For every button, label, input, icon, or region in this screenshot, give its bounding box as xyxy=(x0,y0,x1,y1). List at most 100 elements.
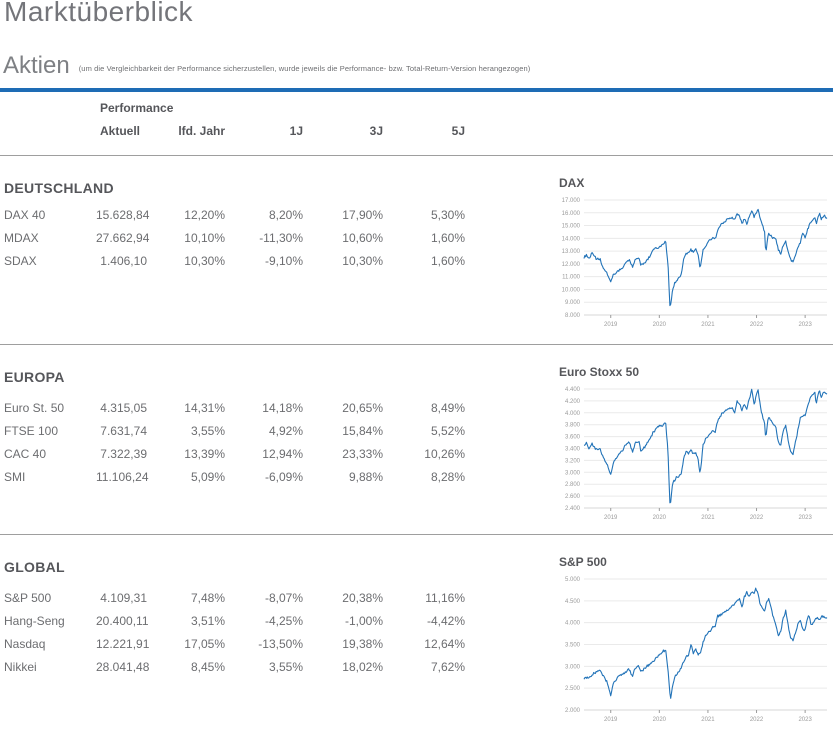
performance-group-header: Performance xyxy=(100,101,174,115)
line-chart: 17.000 16.000 15.000 14.000 13.000 12.000 11.0… xyxy=(562,198,828,328)
axis-tick-label: 3.400 xyxy=(565,447,581,453)
axis-tick-label: 16.000 xyxy=(562,211,581,217)
axis-tick-label: 5.000 xyxy=(565,577,581,583)
axis-tick-label: 10.000 xyxy=(562,287,581,293)
axis-tick-label: 17.000 xyxy=(562,198,581,204)
axis-tick-label: 2021 xyxy=(701,322,715,328)
axis-tick-label: 2.800 xyxy=(565,482,581,488)
axis-tick-label: 3.500 xyxy=(565,643,581,649)
table-row: FTSE 100 7.631,74 3,55% 4,92% 15,84% 5,52% xyxy=(0,419,470,442)
table-row: Nikkei 28.041,48 8,45% 3,55% 18,02% 7,62% xyxy=(0,655,470,678)
index-value: 12,20% xyxy=(184,207,225,222)
index-value: 17,90% xyxy=(342,207,383,222)
index-value: 9,88% xyxy=(348,469,383,484)
index-value: 27.662,94 xyxy=(96,230,150,245)
column-header-spacer xyxy=(0,124,96,138)
table-row: Nasdaq 12.221,91 17,05% -13,50% 19,38% 12,64% xyxy=(0,632,470,655)
axis-tick-label: 3.000 xyxy=(565,470,581,476)
index-value: 10,30% xyxy=(184,253,225,268)
index-value: 20,38% xyxy=(342,590,383,605)
table-row: Euro St. 50 4.315,05 14,31% 14,18% 20,65% 8,4… xyxy=(0,396,470,419)
axis-tick-label: 2.000 xyxy=(565,708,581,714)
chart-title: Euro Stoxx 50 xyxy=(559,365,640,379)
index-value: 1,60% xyxy=(430,253,465,268)
axis-tick-label: 4.400 xyxy=(565,387,581,393)
index-table-rows: S&P 500 4.109,31 7,48% -8,07% 20,38% 11,16% Ha… xyxy=(0,586,470,678)
index-table-rows: DAX 40 15.628,84 12,20% 8,20% 17,90% 5,30% MDA… xyxy=(0,203,470,272)
section-heading: GLOBAL xyxy=(4,559,65,575)
axis-tick-label: 13.000 xyxy=(562,249,581,255)
index-value: 4.315,05 xyxy=(100,400,147,415)
section-heading: DEUTSCHLAND xyxy=(4,180,114,196)
index-value: 7,48% xyxy=(190,590,225,605)
axis-tick-label: 3.200 xyxy=(565,458,581,464)
index-value: -8,07% xyxy=(264,590,303,605)
axis-tick-label: 3.800 xyxy=(565,423,581,429)
index-value: 3,55% xyxy=(190,423,225,438)
index-value: 8,28% xyxy=(430,469,465,484)
axis-tick-label: 2023 xyxy=(798,322,812,328)
price-line xyxy=(583,208,828,307)
index-value: 11,16% xyxy=(425,590,465,605)
index-value: 4.109,31 xyxy=(100,590,147,605)
index-value: 10,30% xyxy=(342,253,383,268)
line-chart: 4.400 4.200 4.000 3.800 3.600 3.400 3.200 3.000… xyxy=(565,387,828,521)
index-value: 4,92% xyxy=(268,423,303,438)
axis-tick-label: 2.400 xyxy=(565,506,581,512)
asset-class-subheader: Aktien (um die Vergleichbarkeit der Perf… xyxy=(3,52,530,80)
index-value: 20,65% xyxy=(342,400,383,415)
index-value: 5,30% xyxy=(430,207,465,222)
index-value: -11,30% xyxy=(259,230,303,245)
column-header-aktuell: Aktuell xyxy=(100,124,141,138)
index-value: 15,84% xyxy=(342,423,383,438)
index-name: S&P 500 xyxy=(4,590,52,605)
axis-tick-label: 3.000 xyxy=(565,664,581,670)
index-value: 17,05% xyxy=(184,636,225,651)
axis-tick-label: 2019 xyxy=(604,322,618,328)
axis-tick-label: 2019 xyxy=(604,717,618,723)
section-heading: EUROPA xyxy=(4,369,65,385)
axis-tick-label: 15.000 xyxy=(562,224,581,230)
index-value: 15.628,84 xyxy=(96,207,150,222)
index-value: -4,42% xyxy=(426,613,465,628)
axis-tick-label: 11.000 xyxy=(562,275,581,281)
chart-title: S&P 500 xyxy=(559,555,607,569)
chart-title: DAX xyxy=(559,176,585,190)
table-row: DAX 40 15.628,84 12,20% 8,20% 17,90% 5,30% xyxy=(0,203,470,226)
index-value: 1,60% xyxy=(430,230,465,245)
axis-tick-label: 2022 xyxy=(750,717,764,723)
table-row: SDAX 1.406,10 10,30% -9,10% 10,30% 1,60% xyxy=(0,249,470,272)
index-value: 1.406,10 xyxy=(100,253,147,268)
table-row: CAC 40 7.322,39 13,39% 12,94% 23,33% 10,26% xyxy=(0,442,470,465)
table-row: SMI 11.106,24 5,09% -6,09% 9,88% 8,28% xyxy=(0,465,470,488)
performance-methodology-note: (um die Vergleichbarkeit der Performance… xyxy=(78,64,531,73)
index-value: 7,62% xyxy=(430,659,465,674)
index-value: -1,00% xyxy=(344,613,383,628)
column-header-1j: 1J xyxy=(289,124,303,138)
axis-tick-label: 2021 xyxy=(701,717,715,723)
column-header-3j: 3J xyxy=(369,124,383,138)
axis-tick-label: 2022 xyxy=(750,515,764,521)
index-name: CAC 40 xyxy=(4,446,47,461)
index-value: 11.106,24 xyxy=(96,469,149,484)
axis-tick-label: 2020 xyxy=(653,515,667,521)
index-value: 3,55% xyxy=(268,659,303,674)
index-value: 12,94% xyxy=(262,446,303,461)
axis-tick-label: 4.000 xyxy=(565,621,581,627)
chart-plot-area: 5.000 4.500 4.000 3.500 3.000 2.500 2.000 2019 2… xyxy=(557,575,831,728)
index-value: 10,10% xyxy=(184,230,225,245)
index-value: 23,33% xyxy=(342,446,383,461)
axis-tick-label: 3.600 xyxy=(565,435,581,441)
index-value: 20.400,11 xyxy=(96,613,149,628)
axis-tick-label: 9.000 xyxy=(565,300,581,306)
index-value: 19,38% xyxy=(342,636,383,651)
axis-tick-label: 4.500 xyxy=(565,599,581,605)
axis-tick-label: 2019 xyxy=(604,515,618,521)
index-value: -4,25% xyxy=(264,613,303,628)
index-section: GLOBAL S&P 500 4.109,31 7,48% -8,07% 20,38% 1… xyxy=(0,534,833,736)
table-column-header-row: Aktuell lfd. Jahr 1J 3J 5J xyxy=(0,124,470,138)
asset-class-label: Aktien xyxy=(3,52,70,79)
index-chart: Euro Stoxx 50 4.400 4.200 4.000 3.800 3.600 3… xyxy=(557,365,831,526)
axis-tick-label: 2.500 xyxy=(565,686,581,692)
